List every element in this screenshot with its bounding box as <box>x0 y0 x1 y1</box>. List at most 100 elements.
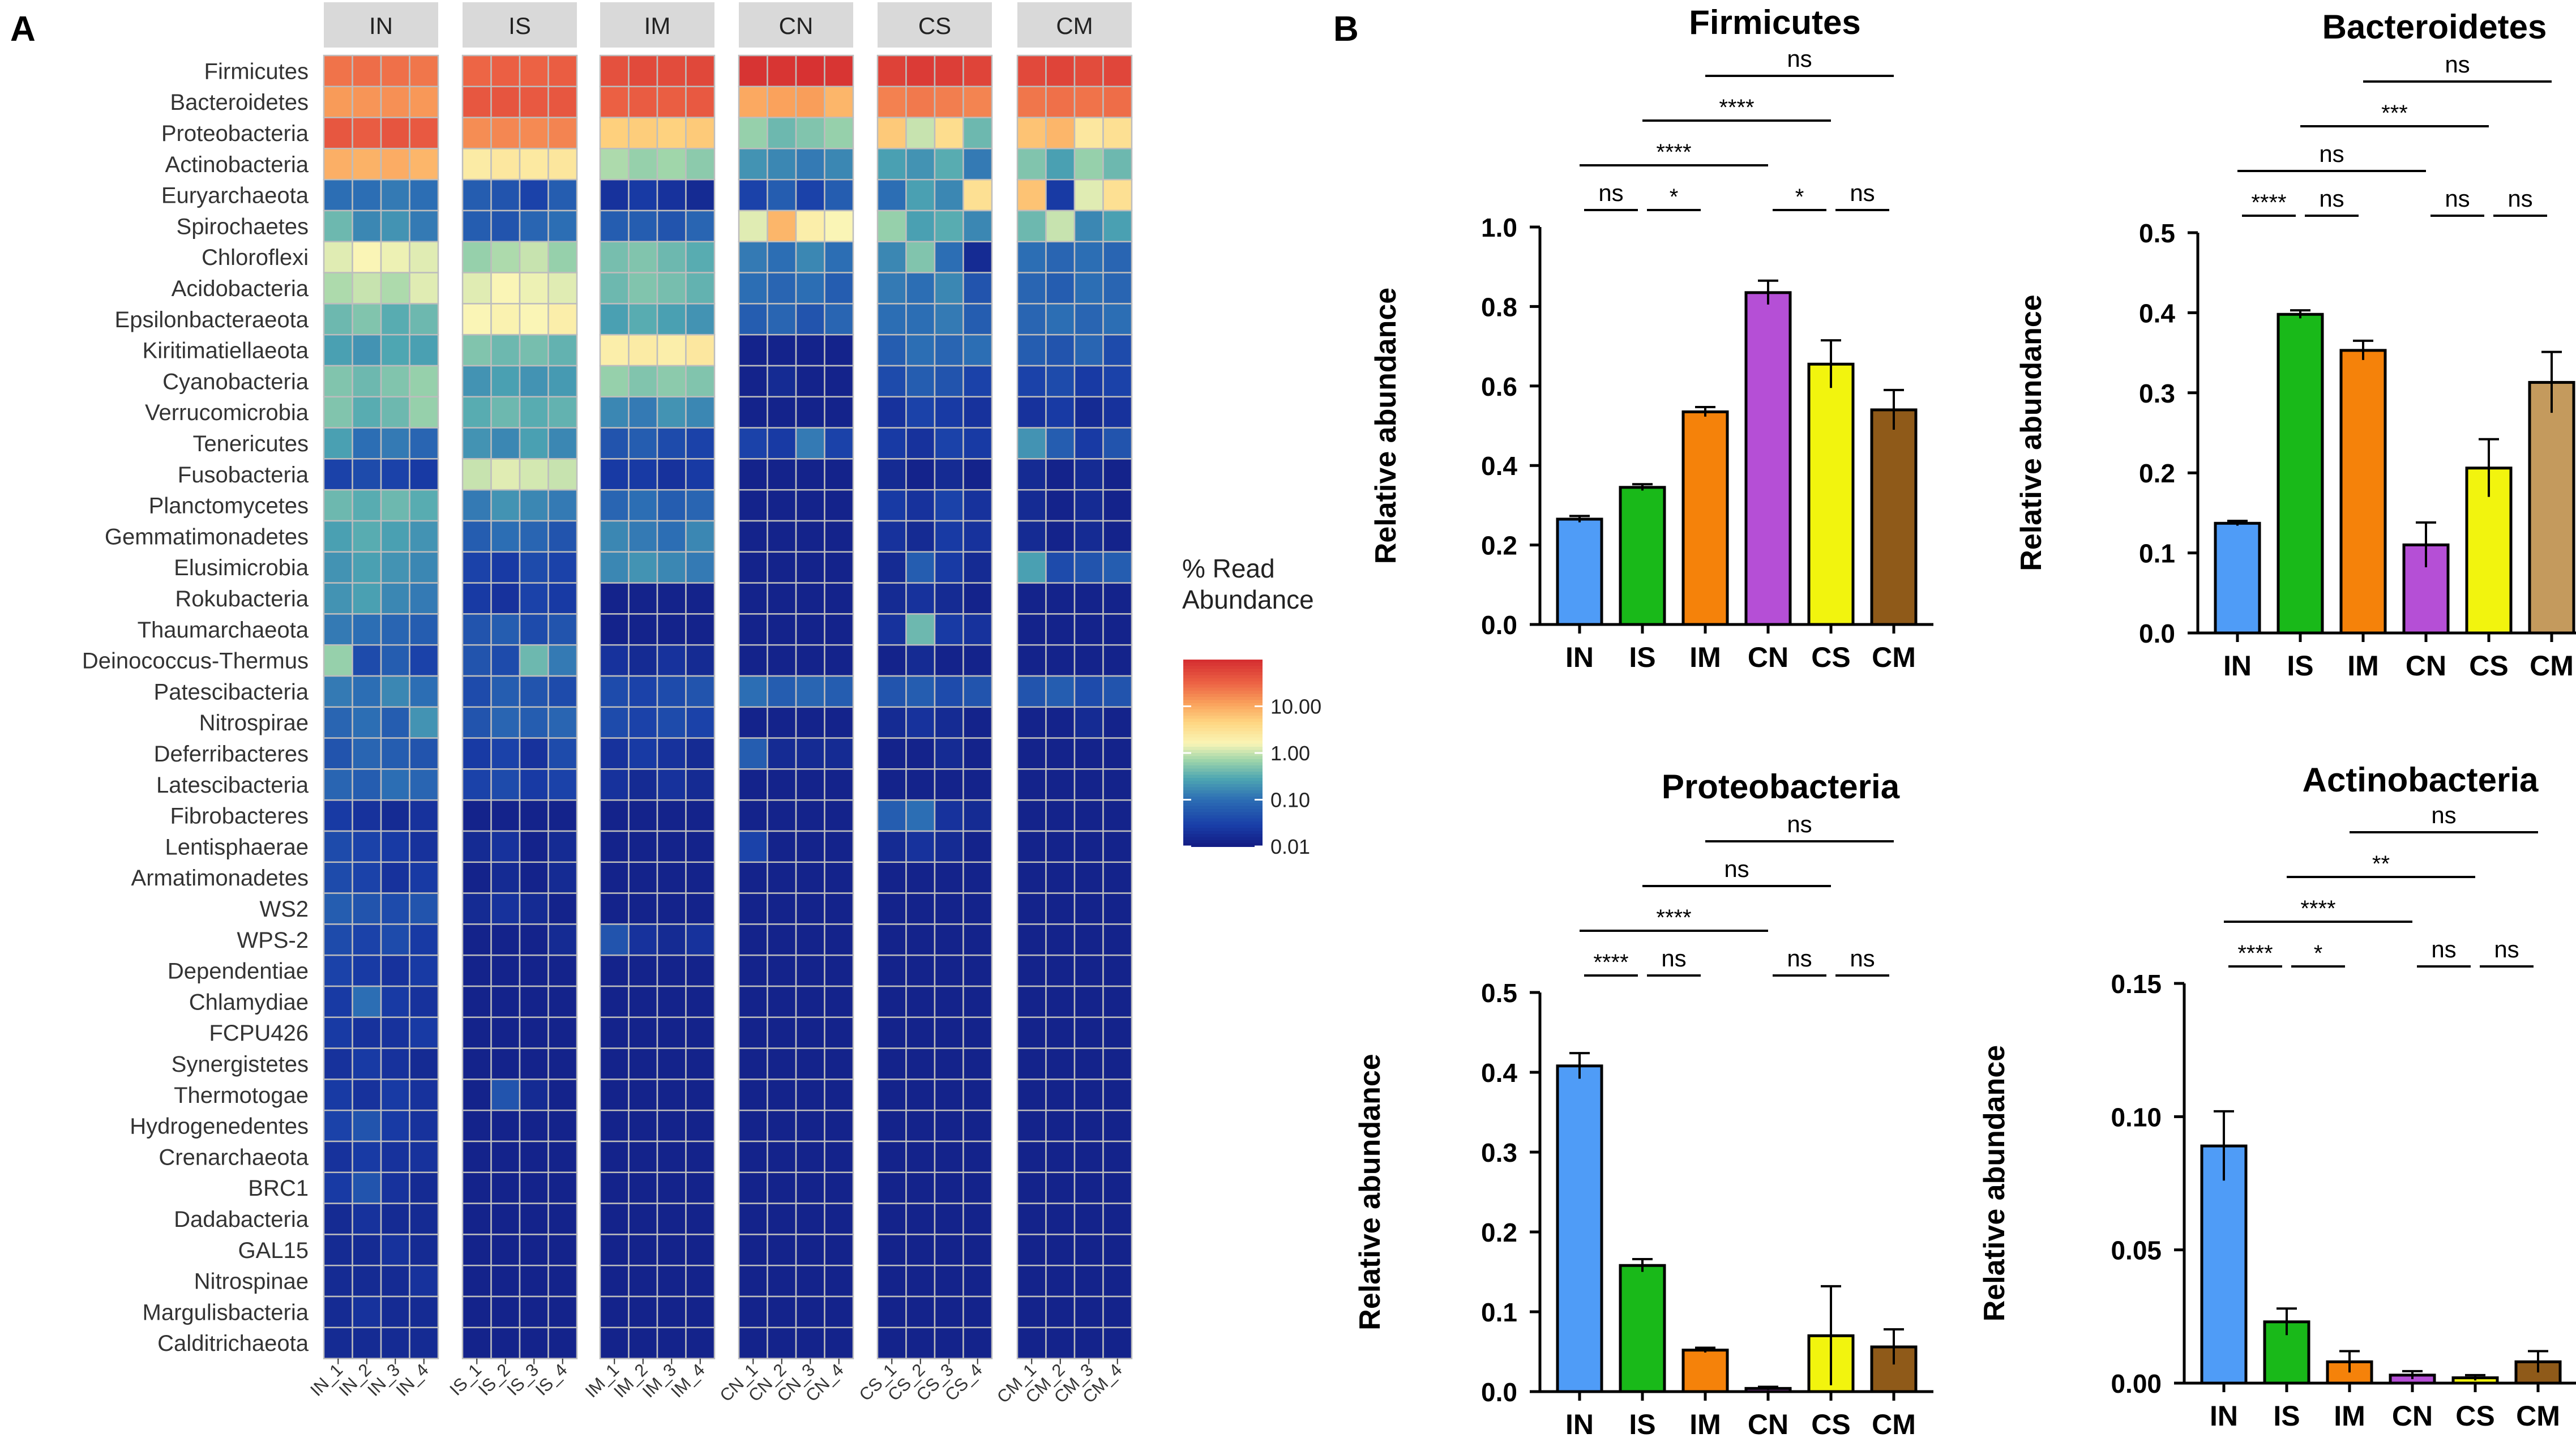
significance-label: **** <box>2237 941 2273 966</box>
legend-swatch <box>1183 666 1263 670</box>
heatmap-cell <box>905 768 936 801</box>
heatmap-cell <box>962 117 993 149</box>
heatmap-cell <box>685 551 716 584</box>
heatmap-cell <box>599 768 630 801</box>
heatmap-cell <box>352 489 382 522</box>
heatmap-cell <box>628 241 658 273</box>
heatmap-cell <box>738 1140 768 1174</box>
heatmap-cell <box>685 1047 716 1080</box>
heatmap-cell <box>905 1264 936 1298</box>
heatmap-cell <box>962 209 993 243</box>
heatmap-cell <box>1073 706 1104 739</box>
heatmap-cell <box>1045 1234 1076 1266</box>
heatmap-cell <box>628 209 658 243</box>
heatmap-cell <box>738 272 768 305</box>
heatmap-cell <box>1073 1171 1104 1204</box>
heatmap-cell <box>519 117 549 149</box>
heatmap-cell <box>461 209 492 243</box>
row-label-fusobacteria: Fusobacteria <box>178 463 309 487</box>
heatmap-cell <box>1045 117 1076 149</box>
heatmap-cell <box>876 768 907 801</box>
heatmap-cell <box>409 1234 439 1266</box>
row-label-kiritimatiellaeota: Kiritimatiellaeota <box>143 339 309 363</box>
heatmap-cell <box>905 427 936 460</box>
heatmap-cell <box>767 675 797 708</box>
heatmap-cell <box>547 396 578 429</box>
heatmap-cell <box>1045 706 1076 739</box>
significance-label: ns <box>2494 936 2519 962</box>
heatmap-cell <box>519 1295 549 1329</box>
bar-cm <box>1870 408 1918 626</box>
y-tick-label: 0.2 <box>1481 531 1517 560</box>
heatmap-cell <box>962 178 993 212</box>
heatmap-cell <box>1102 1047 1133 1080</box>
heatmap-cell <box>962 1109 993 1143</box>
heatmap-cell <box>962 861 993 894</box>
heatmap-cell <box>1102 209 1133 243</box>
heatmap-cell <box>824 551 854 584</box>
y-tick-label: 0.05 <box>2111 1236 2162 1265</box>
heatmap-cell <box>1102 830 1133 863</box>
heatmap-cell <box>738 1203 768 1235</box>
legend-swatch <box>1183 725 1263 729</box>
heatmap-cell <box>323 768 353 801</box>
row-label-verrucomicrobia: Verrucomicrobia <box>145 400 309 425</box>
heatmap-cell <box>547 489 578 522</box>
significance-label: ns <box>2319 140 2344 167</box>
heatmap-cell <box>738 303 768 336</box>
bar-im <box>1681 1349 1729 1393</box>
heatmap-cell <box>685 520 716 553</box>
legend-swatch <box>1183 750 1263 754</box>
heatmap-cell <box>656 178 687 212</box>
heatmap-cell <box>1102 396 1133 429</box>
heatmap-cell <box>1016 54 1047 88</box>
sample-label-in_4: IN_4 <box>392 1360 433 1400</box>
significance-label: ns <box>1661 945 1686 972</box>
heatmap-cell <box>628 768 658 801</box>
heatmap-cell <box>628 830 658 863</box>
heatmap-cell <box>685 1203 716 1235</box>
x-tick-label-cn: CN <box>1748 641 1788 673</box>
legend-swatch <box>1183 687 1263 691</box>
heatmap-cell <box>380 178 410 212</box>
heatmap-cell <box>1102 303 1133 336</box>
heatmap-cell <box>1073 396 1104 429</box>
heatmap-cell <box>795 799 825 832</box>
legend-swatch <box>1183 837 1263 841</box>
heatmap-cell <box>599 396 630 429</box>
heatmap-cell <box>934 458 964 491</box>
heatmap-cell <box>547 427 578 460</box>
heatmap-cell <box>934 644 964 677</box>
heatmap-cell <box>934 1047 964 1080</box>
heatmap-cell <box>409 117 439 149</box>
y-tick-label: 0.5 <box>1481 978 1517 1008</box>
heatmap-cell <box>738 1295 768 1329</box>
legend-swatch <box>1183 700 1263 704</box>
heatmap-cell <box>795 1264 825 1298</box>
heatmap-cell <box>685 1171 716 1204</box>
heatmap-cell <box>656 923 687 956</box>
legend-swatch <box>1183 734 1263 738</box>
heatmap-cell <box>599 706 630 739</box>
heatmap-cell <box>1016 365 1047 398</box>
heatmap-cell <box>1016 427 1047 460</box>
heatmap-cell <box>1016 396 1047 429</box>
heatmap-cell <box>934 1234 964 1266</box>
heatmap-cell <box>767 1295 797 1329</box>
heatmap-cell <box>876 1140 907 1174</box>
heatmap-cell <box>934 427 964 460</box>
heatmap-cell <box>628 613 658 646</box>
heatmap-cell <box>824 861 854 894</box>
heatmap-cell <box>409 333 439 367</box>
heatmap-cell <box>767 1234 797 1266</box>
heatmap-cell <box>519 923 549 956</box>
legend-swatch <box>1183 824 1263 828</box>
heatmap-cell <box>824 148 854 181</box>
y-axis-label: Relative abundance <box>1354 1054 1387 1330</box>
heatmap-cell <box>1045 148 1076 181</box>
heatmap-cell <box>323 54 353 88</box>
facet-label-cn: CN <box>779 12 814 39</box>
heatmap-cell <box>656 396 687 429</box>
heatmap-cell <box>876 396 907 429</box>
heatmap-cell <box>1073 1234 1104 1266</box>
